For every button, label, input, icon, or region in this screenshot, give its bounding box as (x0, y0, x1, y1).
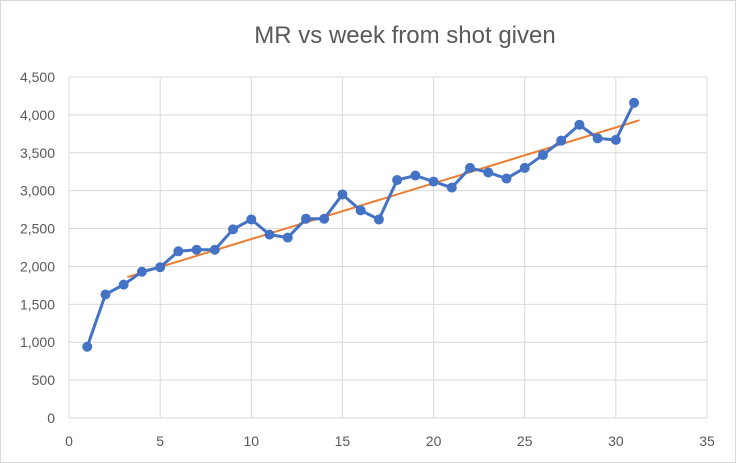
y-tick-label: 2,000 (20, 258, 55, 274)
data-point (300, 213, 311, 224)
y-tick-label: 0 (47, 410, 55, 426)
data-point (355, 205, 366, 216)
data-point (228, 224, 239, 235)
data-point (173, 246, 184, 257)
data-point (537, 150, 548, 161)
data-point (501, 173, 512, 184)
data-point (337, 189, 348, 200)
data-point (100, 289, 111, 300)
data-point (209, 244, 220, 255)
data-point (446, 182, 457, 193)
data-point (610, 134, 621, 145)
data-point (574, 119, 585, 130)
data-point (373, 214, 384, 225)
y-tick-label: 4,500 (20, 69, 55, 85)
x-tick-label: 20 (426, 433, 442, 449)
y-tick-label: 2,500 (20, 221, 55, 237)
data-point (319, 213, 330, 224)
x-tick-label: 15 (335, 433, 351, 449)
data-point (155, 262, 166, 273)
data-point (556, 135, 567, 146)
data-point (136, 266, 147, 277)
x-tick-label: 0 (65, 433, 73, 449)
data-point (519, 162, 530, 173)
data-point (246, 214, 257, 225)
data-point (483, 167, 494, 178)
y-tick-label: 500 (32, 372, 56, 388)
chart-title: MR vs week from shot given (254, 22, 556, 49)
data-point (191, 244, 202, 255)
y-tick-label: 1,000 (20, 334, 55, 350)
y-tick-label: 3,000 (20, 183, 55, 199)
data-point (264, 229, 275, 240)
series-line (85, 102, 636, 348)
y-tick-label: 3,500 (20, 145, 55, 161)
data-point (392, 175, 403, 186)
y-tick-label: 4,000 (20, 107, 55, 123)
data-point (282, 232, 293, 243)
x-tick-label: 35 (699, 433, 715, 449)
data-point (410, 170, 421, 181)
x-tick-label: 25 (517, 433, 533, 449)
data-point (82, 341, 93, 352)
data-point (428, 176, 439, 187)
x-tick-label: 10 (243, 433, 259, 449)
data-point (118, 279, 129, 290)
data-point (465, 162, 476, 173)
data-point (592, 133, 603, 144)
x-tick-label: 5 (156, 433, 164, 449)
data-point (629, 97, 640, 108)
x-tick-label: 30 (608, 433, 624, 449)
y-tick-label: 1,500 (20, 296, 55, 312)
